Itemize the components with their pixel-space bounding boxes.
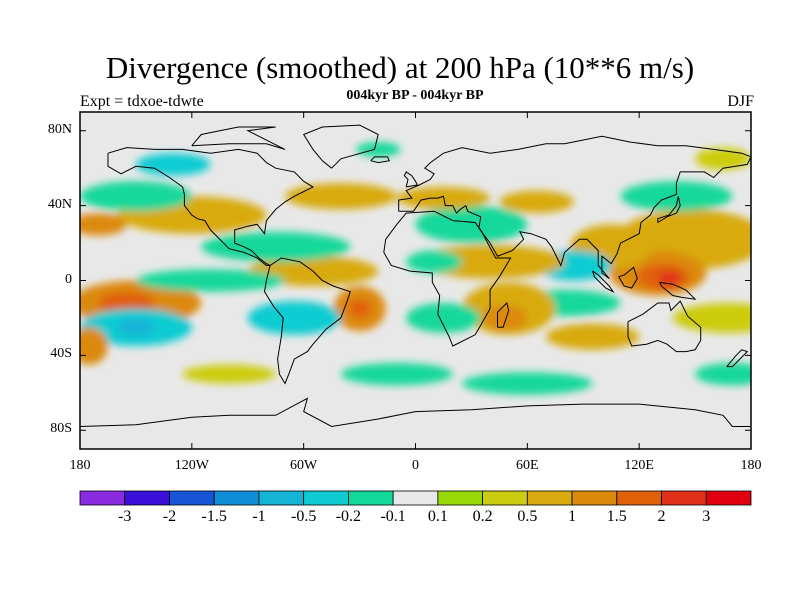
field-blob: [135, 153, 211, 176]
chart-title: Divergence (smoothed) at 200 hPa (10**6 …: [105, 50, 695, 85]
field-blob: [672, 302, 751, 333]
y-tick-label: 80N: [47, 121, 72, 137]
colorbar-swatch: [437, 490, 484, 506]
colorbar-label: -0.5: [290, 508, 317, 525]
colorbar-swatch: [571, 490, 618, 506]
colorbar-label: -1: [252, 508, 266, 525]
coastline-south-america: [263, 257, 351, 385]
colorbar-label: -3: [118, 508, 132, 525]
field-blob: [80, 327, 108, 365]
coastline-africa: [383, 210, 512, 347]
colorbar-label: 1.5: [606, 508, 627, 525]
y-tick-label: 80S: [50, 421, 72, 437]
field-blob: [415, 244, 565, 279]
colorbar: [79, 490, 752, 506]
coastline-north-america: [107, 147, 315, 266]
field-blob: [482, 304, 528, 332]
field-blob: [545, 323, 640, 350]
colorbar-swatch: [705, 490, 752, 506]
coastlines: [80, 124, 751, 428]
x-tick-label: 180: [740, 458, 762, 473]
field-blob: [355, 141, 401, 157]
colorbar-label: 2: [657, 508, 666, 525]
field-blob: [182, 364, 276, 384]
colorbar-swatch: [258, 490, 305, 506]
field-blob: [499, 190, 574, 214]
field-blob: [620, 181, 733, 212]
field-blob: [695, 147, 751, 171]
x-tick-label: 0: [412, 458, 419, 473]
colorbar-swatch: [124, 490, 170, 506]
colorbar-swatch: [303, 490, 349, 506]
x-tick-label: 120E: [624, 458, 654, 473]
x-tick-label: 60E: [516, 458, 539, 473]
coastline-japan: [657, 196, 681, 223]
axis-ticks: [79, 112, 752, 449]
colorbar-label: 0.2: [472, 508, 493, 525]
colorbar-swatch: [482, 490, 528, 506]
chart-subtitle: 004kyr BP - 004kyr BP: [346, 88, 484, 103]
colorbar-label: -1.5: [201, 508, 227, 525]
field-blob: [98, 291, 155, 315]
colorbar-swatch: [169, 490, 215, 506]
field-blob: [695, 362, 751, 386]
season-label: DJF: [727, 93, 754, 110]
coastline-antarctica: [80, 397, 751, 428]
field-blob: [406, 302, 481, 333]
colorbar-swatch: [347, 490, 394, 506]
colorbar-swatch: [661, 490, 707, 506]
coastline-new-guinea: [659, 281, 697, 300]
colorbar-swatch: [79, 490, 126, 506]
coastline-australia: [627, 300, 702, 353]
coastline-uk: [403, 171, 419, 188]
field-blob: [201, 231, 351, 262]
experiment-label: Expt = tdxoe-tdwte: [80, 93, 204, 110]
field-blob: [462, 372, 593, 395]
field-blob: [657, 271, 681, 287]
y-tick-label: 0: [65, 271, 72, 287]
field-blob: [406, 250, 463, 274]
x-tick-label: 180: [69, 458, 91, 473]
colorbar-label: -2: [162, 508, 177, 525]
colorbar-label: 1: [568, 508, 577, 525]
colorbar-label: 3: [702, 508, 711, 525]
field-blob: [340, 362, 453, 386]
field-blob: [285, 183, 397, 210]
field-blob: [348, 299, 371, 318]
x-tick-label: 60W: [290, 458, 318, 473]
x-tick-label: 120W: [174, 458, 209, 473]
field-blob: [80, 181, 192, 212]
field-blob: [117, 317, 155, 337]
colorbar-label: 0.1: [427, 508, 448, 525]
coastline-madagascar: [497, 302, 510, 328]
colorbar-swatch: [213, 490, 260, 506]
field-blob: [135, 269, 286, 292]
coastline-sumatra: [592, 270, 615, 293]
coastline-iceland: [370, 156, 391, 164]
field-blob: [80, 213, 127, 236]
coastline-borneo: [618, 266, 638, 289]
coastline-eurasia: [398, 135, 751, 279]
y-tick-label: 40N: [47, 196, 72, 212]
field-blob: [415, 205, 528, 244]
y-tick-label: 40S: [50, 346, 72, 362]
coastline-new-zealand: [726, 349, 749, 368]
colorbar-label: -0.2: [335, 508, 362, 525]
colorbar-swatch: [616, 490, 662, 506]
colorbar-swatch: [526, 490, 573, 506]
colorbar-swatch: [392, 490, 439, 506]
colorbar-label: -0.1: [380, 508, 406, 525]
coastline-greenland: [302, 124, 379, 169]
field-blob: [247, 301, 341, 335]
colorbar-label: 0.5: [517, 508, 538, 525]
coastline-arctic-canada: [191, 126, 286, 150]
